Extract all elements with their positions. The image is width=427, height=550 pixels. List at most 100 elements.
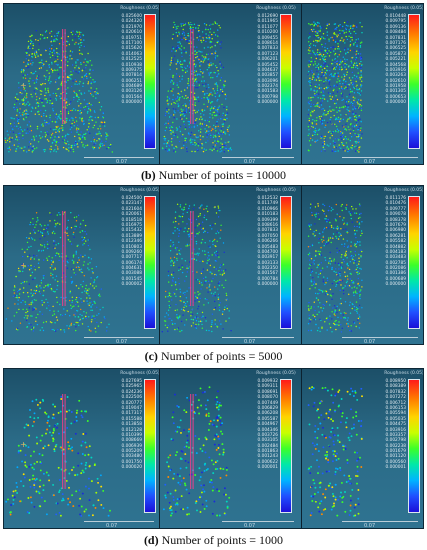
cloud-point: [173, 55, 176, 57]
cloud-point: [47, 133, 49, 135]
cloud-point: [54, 226, 56, 228]
viewport-c-2[interactable]: Roughness (0.05) 0.012532 0.011749 0.01096…: [160, 186, 301, 344]
cloud-point: [172, 121, 174, 124]
scale-label: 0.07: [364, 159, 376, 165]
cloud-point: [50, 434, 53, 437]
cloud-point: [197, 316, 199, 319]
cloud-point: [330, 73, 332, 76]
cloud-point: [69, 315, 71, 317]
viewport-d-2[interactable]: Roughness (0.05) 0.009932 0.009311 0.00869…: [160, 369, 301, 528]
cloud-point: [330, 85, 332, 88]
cloud-point: [333, 74, 335, 76]
cloud-point: [330, 295, 333, 297]
cloud-point: [78, 71, 80, 73]
cloud-point: [171, 319, 173, 322]
cloud-point: [32, 309, 34, 311]
cloud-point: [49, 114, 51, 117]
cloud-point: [184, 260, 187, 262]
viewport-divider: [159, 186, 160, 344]
cloud-point: [336, 514, 339, 517]
cloud-point: [223, 106, 225, 109]
cloud-point: [181, 118, 183, 120]
cloud-point: [82, 471, 85, 474]
cloud-point: [25, 319, 28, 322]
cloud-point: [225, 98, 227, 100]
cloud-point: [29, 223, 31, 226]
viewport-c-3[interactable]: Roughness (0.05) 0.011176 0.010476 0.00977…: [302, 186, 423, 344]
legend-tick-label: 0.003916: [385, 67, 406, 73]
cloud-point: [317, 21, 319, 24]
cloud-point: [337, 262, 340, 265]
cloud-point: [174, 293, 176, 295]
cloud-point: [322, 279, 324, 281]
cloud-point: [354, 243, 356, 245]
cloud-point: [359, 118, 361, 120]
cloud-point: [312, 111, 314, 113]
viewport-b-3[interactable]: Roughness (0.05) 0.010448 0.009795 0.00913…: [302, 4, 423, 165]
cloud-point: [326, 221, 328, 223]
cloud-point: [93, 138, 96, 141]
cloud-point: [31, 300, 33, 302]
cloud-point: [349, 213, 351, 215]
viewport-b-1[interactable]: + Roughness (0.05) 0.025600 0.024320 0.021…: [4, 4, 160, 164]
cloud-point: [208, 255, 210, 257]
cloud-point: [44, 136, 47, 138]
cloud-point: [207, 58, 209, 60]
cloud-point: [345, 80, 347, 83]
cloud-point: [187, 120, 189, 123]
legend-tick-label: 0.000798: [257, 94, 278, 100]
cloud-point: [344, 255, 346, 257]
cloud-point: [359, 294, 361, 296]
cloud-point: [357, 319, 359, 321]
cloud-point: [320, 87, 322, 89]
cloud-point: [323, 239, 325, 242]
cloud-point: [96, 314, 98, 316]
cloud-point: [214, 398, 217, 401]
cloud-point: [18, 82, 20, 84]
viewport-d-1[interactable]: + Roughness (0.05) 0.027695 0.025965 0.024…: [4, 369, 160, 528]
viewport-c-1[interactable]: + Roughness (0.05) 0.024500 0.023147 0.021…: [4, 186, 160, 344]
cloud-point: [361, 279, 363, 281]
cloud-point: [95, 88, 98, 90]
cloud-point: [333, 260, 335, 262]
cloud-point: [332, 237, 334, 239]
cloud-point: [217, 35, 219, 37]
cloud-point: [328, 40, 330, 42]
cloud-point: [204, 462, 207, 465]
cloud-point: [183, 123, 185, 126]
cloud-point: [203, 59, 205, 62]
legend-tick-label: 0.001564: [121, 94, 142, 100]
cloud-point: [179, 268, 182, 271]
cloud-point: [318, 84, 320, 86]
cloud-point: [217, 414, 220, 417]
cloud-point: [80, 112, 83, 114]
cloud-point: [219, 476, 222, 479]
cloud-point: [221, 274, 223, 276]
cloud-point: [308, 301, 310, 304]
cloud-point: [191, 70, 193, 72]
legend-tick-label: 0.000000: [121, 100, 142, 106]
cloud-point: [179, 96, 181, 99]
cloud-point: [217, 447, 220, 449]
cloud-point: [195, 70, 197, 73]
cloud-point: [209, 420, 212, 423]
cloud-point: [174, 226, 176, 229]
cloud-point: [354, 141, 356, 143]
cloud-point: [216, 417, 219, 420]
cloud-point: [44, 131, 47, 134]
cloud-point: [35, 290, 37, 293]
cloud-point: [197, 27, 199, 29]
cloud-point: [78, 38, 80, 40]
cloud-point: [212, 77, 214, 79]
cloud-point: [58, 127, 61, 130]
cloud-point: [308, 119, 310, 122]
cloud-point: [349, 329, 351, 332]
cloud-point: [188, 446, 190, 449]
viewport-d-3[interactable]: Roughness (0.05) 0.008950 0.008389 0.00783…: [302, 369, 423, 528]
cloud-point: [24, 464, 27, 467]
cloud-point: [205, 24, 208, 26]
cloud-point: [348, 93, 351, 96]
cloud-point: [180, 23, 182, 25]
viewport-b-2[interactable]: Roughness (0.05) 0.012690 0.011965 0.01107…: [160, 4, 301, 164]
cloud-point: [320, 102, 322, 104]
